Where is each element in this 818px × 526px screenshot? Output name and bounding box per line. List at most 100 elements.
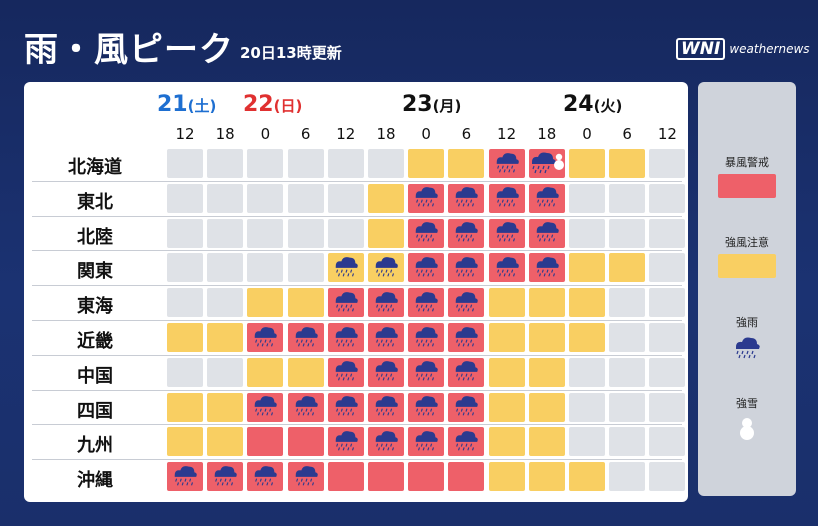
heavy-rain-icon [292,324,320,352]
forecast-cell-storm-warning [167,462,203,492]
forecast-cell-none [569,183,605,213]
heavy-rain-icon [493,184,521,212]
forecast-cell-gale-advisory [448,149,485,178]
forecast-cell-none [609,323,646,352]
forecast-cell-storm-warning [448,288,485,318]
heavy-rain-icon [452,254,480,282]
logo-mark: WNI [676,38,726,60]
heavy-rain-icon [372,428,400,456]
forecast-cell-gale-advisory [528,392,565,422]
page-title: 雨・風ピーク [24,30,234,70]
date-weekday: (月) [432,97,462,115]
forecast-cell-storm-warning [368,357,404,387]
forecast-cell-storm-warning [448,462,485,492]
heavy-rain-icon [412,358,440,386]
heavy-rain-icon [251,463,279,491]
forecast-cell-storm-warning [327,288,364,318]
forecast-cell-none [167,357,203,387]
heavy-rain-snow-icon [530,150,564,178]
forecast-cell-storm-warning [327,392,364,422]
row-divider [32,180,682,182]
forecast-cell-none [609,462,646,492]
hour-tick: 0 [260,125,271,143]
region-label: 東海 [77,296,113,318]
region-label: 東北 [77,191,113,213]
forecast-cell-none [207,357,244,387]
hour-tick: 12 [175,125,195,143]
heavy-rain-icon [452,393,480,421]
heavy-snow-icon [728,415,766,441]
legend-storm-warning-label: 暴風警戒 [725,156,769,169]
heavy-rain-icon [372,358,400,386]
forecast-cell-gale-advisory [528,462,565,492]
forecast-cell-storm-warning [408,462,445,492]
forecast-cell-storm-warning [408,323,445,352]
legend-heavy-rain-label: 強雨 [736,316,758,329]
date-label: 21(土) [157,92,216,117]
heavy-rain-icon [332,358,360,386]
row-divider [32,354,682,356]
region-label: 中国 [77,365,113,387]
forecast-cell-gale-advisory [488,357,525,387]
forecast-cell-none [167,218,203,248]
forecast-cell-none [649,218,686,248]
hour-tick: 6 [461,125,472,143]
row-divider [32,459,682,461]
forecast-cell-gale-advisory [488,392,525,422]
forecast-cell-storm-warning [408,427,445,457]
forecast-cell-none [287,183,324,213]
legend-storm-warning-swatch [718,174,776,198]
heavy-rain-icon [728,334,766,360]
forecast-cell-storm-warning [207,462,244,492]
hour-tick: 6 [300,125,311,143]
legend-gale-advisory-label: 強風注意 [725,236,769,249]
forecast-cell-storm-warning [287,427,324,457]
heavy-rain-icon [493,150,521,178]
forecast-cell-none [609,288,646,318]
forecast-cell-storm-warning [528,218,565,248]
heavy-rain-icon [292,393,320,421]
heavy-rain-icon [332,254,360,282]
row-divider [32,215,682,217]
forecast-cell-none [287,218,324,248]
forecast-cell-none [649,462,686,492]
forecast-cell-gale-advisory [167,427,203,457]
region-label: 北海道 [68,157,122,178]
hour-tick: 18 [537,125,557,143]
forecast-cell-none [649,253,686,283]
forecast-cell-gale-advisory [368,253,404,283]
forecast-cell-gale-advisory [528,427,565,457]
row-divider [32,250,682,252]
logo-word: weathernews [729,42,810,56]
forecast-cell-none [247,253,284,283]
hour-tick: 0 [582,125,592,143]
hour-tick: 18 [215,125,235,143]
forecast-cell-gale-advisory [207,392,244,422]
forecast-cell-gale-advisory [488,427,525,457]
forecast-cell-gale-advisory [528,357,565,387]
heavy-rain-icon [251,393,279,421]
date-label: 22(日) [243,92,302,117]
forecast-cell-storm-warning [368,323,404,352]
hour-tick: 12 [657,125,677,143]
forecast-cell-storm-warning [528,253,565,283]
forecast-cell-none [649,183,686,213]
forecast-cell-gale-advisory [569,323,605,352]
date-number: 21 [157,92,188,117]
forecast-cell-gale-advisory [609,149,646,178]
forecast-cell-none [167,253,203,283]
forecast-cell-none [609,183,646,213]
forecast-cell-storm-warning [448,253,485,283]
region-label: 関東 [77,261,113,283]
date-weekday: (火) [593,97,623,115]
forecast-cell-storm-warning [247,427,284,457]
forecast-cell-gale-advisory [488,462,525,492]
heavy-rain-icon [372,289,400,317]
forecast-cell-storm-warning [488,183,525,213]
region-label: 沖縄 [77,470,113,492]
forecast-cell-storm-warning [327,462,364,492]
heavy-rain-icon [412,254,440,282]
forecast-cell-none [569,427,605,457]
row-divider [32,320,682,321]
forecast-cell-gale-advisory [488,288,525,318]
